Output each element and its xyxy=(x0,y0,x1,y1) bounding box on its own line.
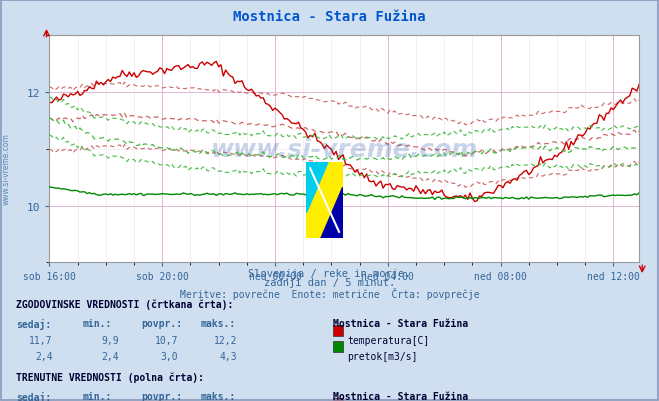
Text: 4,3: 4,3 xyxy=(219,351,237,361)
Text: min.:: min.: xyxy=(82,318,112,328)
Text: ZGODOVINSKE VREDNOSTI (črtkana črta):: ZGODOVINSKE VREDNOSTI (črtkana črta): xyxy=(16,299,234,309)
Text: TRENUTNE VREDNOSTI (polna črta):: TRENUTNE VREDNOSTI (polna črta): xyxy=(16,372,204,382)
Text: 9,9: 9,9 xyxy=(101,335,119,345)
Text: 11,7: 11,7 xyxy=(29,335,53,345)
Text: 10,7: 10,7 xyxy=(154,335,178,345)
Text: 3,0: 3,0 xyxy=(160,351,178,361)
Text: maks.:: maks.: xyxy=(201,391,236,401)
Text: 2,4: 2,4 xyxy=(101,351,119,361)
Text: povpr.:: povpr.: xyxy=(142,391,183,401)
Text: Mostnica - Stara Fužina: Mostnica - Stara Fužina xyxy=(333,318,468,328)
Text: 12,2: 12,2 xyxy=(214,335,237,345)
Text: temperatura[C]: temperatura[C] xyxy=(347,335,430,345)
Text: zadnji dan / 5 minut.: zadnji dan / 5 minut. xyxy=(264,277,395,288)
Polygon shape xyxy=(321,188,343,239)
Text: sedaj:: sedaj: xyxy=(16,391,51,401)
Text: sedaj:: sedaj: xyxy=(16,318,51,329)
Text: 2,4: 2,4 xyxy=(35,351,53,361)
Text: povpr.:: povpr.: xyxy=(142,318,183,328)
Text: Mostnica - Stara Fužina: Mostnica - Stara Fužina xyxy=(333,391,468,401)
Text: www.si-vreme.com: www.si-vreme.com xyxy=(211,138,478,161)
Text: Slovenija / reke in morje.: Slovenija / reke in morje. xyxy=(248,268,411,278)
Polygon shape xyxy=(306,162,328,213)
Text: Meritve: povrečne  Enote: metrične  Črta: povprečje: Meritve: povrečne Enote: metrične Črta: … xyxy=(180,287,479,299)
Text: pretok[m3/s]: pretok[m3/s] xyxy=(347,351,418,361)
Text: maks.:: maks.: xyxy=(201,318,236,328)
Text: Mostnica - Stara Fužina: Mostnica - Stara Fužina xyxy=(233,10,426,24)
Text: www.si-vreme.com: www.si-vreme.com xyxy=(2,133,11,204)
Text: min.:: min.: xyxy=(82,391,112,401)
